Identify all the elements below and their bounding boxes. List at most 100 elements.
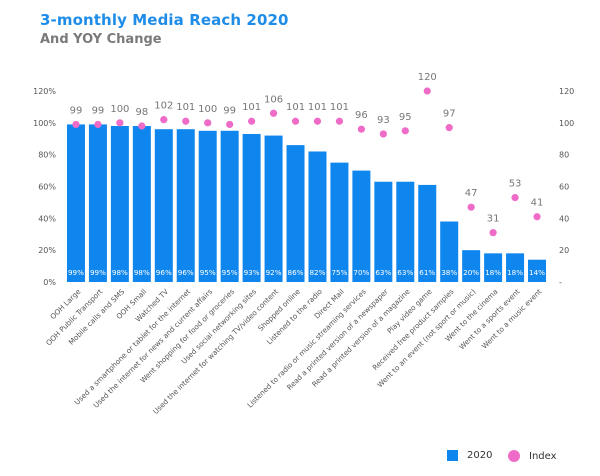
index-value-label: 100 [198, 104, 217, 115]
bar-value-label: 61% [419, 268, 435, 277]
bar [308, 151, 327, 282]
index-point [248, 117, 256, 125]
index-point [533, 213, 541, 221]
bar-value-label: 38% [441, 268, 457, 277]
bar-value-label: 93% [244, 268, 260, 277]
bar [462, 250, 481, 282]
bar [264, 135, 283, 282]
legend-item-index: Index [508, 450, 557, 462]
index-value-label: 98 [135, 107, 148, 118]
bar-value-label: 95% [200, 268, 216, 277]
index-value-label: 96 [355, 110, 368, 121]
bar-value-label: 96% [156, 268, 172, 277]
chart-title: 3-monthly Media Reach 2020 [40, 11, 289, 29]
index-point [138, 122, 146, 130]
bar [110, 126, 129, 283]
index-value-label: 120 [418, 72, 437, 83]
bar [154, 129, 173, 282]
index-point [204, 119, 212, 127]
index-point [423, 87, 431, 95]
y-left-tick-label: 40% [38, 214, 56, 223]
bar [484, 253, 503, 282]
index-value-label: 41 [531, 198, 544, 209]
index-value-label: 101 [176, 102, 195, 113]
bar [242, 133, 261, 282]
index-value-label: 101 [330, 102, 349, 113]
bar [88, 124, 107, 282]
index-value-label: 101 [308, 102, 327, 113]
index-value-label: 101 [286, 102, 305, 113]
y-left-tick-label: 80% [38, 151, 56, 160]
bar-value-label: 82% [309, 268, 325, 277]
index-point [335, 117, 344, 125]
index-point [94, 120, 102, 129]
index-point [357, 125, 365, 133]
index-value-label: 47 [465, 188, 478, 199]
bar [506, 253, 525, 282]
index-value-label: 106 [264, 94, 283, 105]
index-point [116, 119, 124, 127]
index-point [445, 124, 453, 132]
bar-value-label: 95% [222, 268, 238, 277]
bar [176, 129, 195, 282]
y-right-tick-label: 80 [559, 151, 569, 160]
index-point [182, 117, 190, 125]
bar-value-label: 98% [112, 268, 128, 277]
bar-value-label: 14% [529, 268, 545, 277]
index-value-label: 100 [110, 104, 129, 115]
y-right-tick-label: - [559, 278, 562, 287]
index-value-label: 99 [92, 105, 105, 116]
bar-value-label: 63% [397, 268, 413, 277]
y-right-tick-label: 120 [559, 87, 574, 96]
bar [286, 145, 305, 282]
index-value-label: 95 [399, 112, 412, 123]
index-point [467, 203, 475, 211]
legend-swatch-bar [447, 450, 458, 461]
bar-value-label: 70% [353, 268, 369, 277]
index-value-label: 101 [242, 102, 261, 113]
bar-value-label: 86% [288, 268, 304, 277]
index-point [291, 117, 300, 125]
index-value-label: 99 [223, 105, 236, 116]
bar-value-label: 99% [90, 268, 106, 277]
index-point [401, 127, 409, 135]
y-right-tick-label: 40 [559, 214, 569, 223]
bar-value-label: 63% [375, 268, 391, 277]
index-value-label: 31 [487, 214, 500, 225]
legend-item-bar: 2020 [447, 450, 492, 461]
bar-value-label: 20% [463, 268, 479, 277]
bar [396, 181, 415, 282]
index-point [313, 117, 322, 125]
bar-value-label: 99% [68, 268, 84, 277]
y-left-tick-label: 120% [33, 87, 56, 96]
bar-value-label: 98% [134, 268, 150, 277]
bar [440, 221, 459, 282]
bar-value-label: 18% [507, 268, 523, 277]
bar [352, 170, 371, 282]
chart-subtitle: And YOY Change [40, 32, 162, 47]
index-value-label: 97 [443, 109, 456, 120]
bar [374, 181, 393, 282]
bar-value-label: 18% [485, 268, 501, 277]
bar [330, 162, 349, 282]
bar [66, 124, 85, 282]
bar [220, 130, 239, 282]
bar-value-label: 96% [178, 268, 194, 277]
index-value-label: 102 [154, 101, 173, 112]
index-point [379, 130, 387, 138]
y-right-tick-label: 20 [559, 246, 569, 255]
index-point [226, 120, 234, 129]
index-point [269, 109, 278, 117]
y-right-tick-label: 100 [559, 119, 574, 128]
legend-label-index: Index [529, 450, 557, 462]
y-left-tick-label: 20% [38, 246, 56, 255]
index-point [511, 194, 519, 202]
index-point [72, 120, 80, 129]
index-value-label: 93 [377, 115, 390, 126]
legend-swatch-index [508, 450, 520, 462]
y-left-tick-label: 100% [33, 119, 56, 128]
y-right-tick-label: 60 [559, 183, 569, 192]
bar [418, 184, 437, 282]
